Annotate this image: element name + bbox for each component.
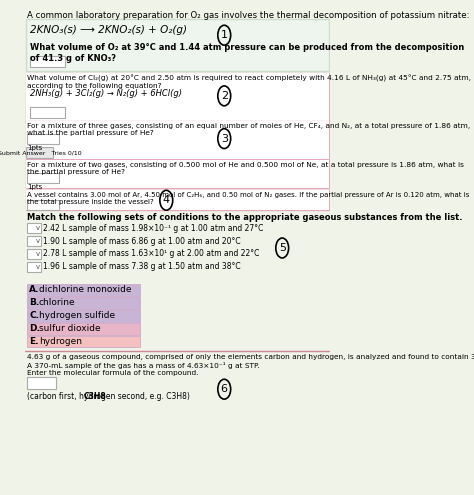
Text: 1.96 L sample of mass 7.38 g at 1.50 atm and 38°C: 1.96 L sample of mass 7.38 g at 1.50 atm… <box>43 262 240 271</box>
Text: dichlorine monoxide: dichlorine monoxide <box>39 285 131 294</box>
Text: 6: 6 <box>221 384 228 394</box>
Text: 2KNO₃(s) ⟶ 2KNO₂(s) + O₂(g): 2KNO₃(s) ⟶ 2KNO₂(s) + O₂(g) <box>30 25 187 35</box>
FancyBboxPatch shape <box>26 19 328 71</box>
FancyBboxPatch shape <box>27 262 41 272</box>
Text: A.: A. <box>29 285 40 294</box>
Text: E.: E. <box>29 337 38 346</box>
FancyBboxPatch shape <box>27 134 59 144</box>
Text: For a mixture of three gases, consisting of an equal number of moles of He, CF₄,: For a mixture of three gases, consisting… <box>27 123 470 136</box>
Text: sulfur dioxide: sulfur dioxide <box>39 324 100 333</box>
Text: v: v <box>36 238 40 244</box>
Text: Submit Answer   Tries 0/10: Submit Answer Tries 0/10 <box>0 150 82 155</box>
FancyBboxPatch shape <box>27 148 54 158</box>
Text: C.: C. <box>29 311 39 320</box>
Text: 3: 3 <box>221 134 228 144</box>
FancyBboxPatch shape <box>30 56 65 67</box>
Text: What volume of Cl₂(g) at 20°C and 2.50 atm is required to react completely with : What volume of Cl₂(g) at 20°C and 2.50 a… <box>27 75 471 89</box>
FancyBboxPatch shape <box>26 121 328 158</box>
FancyBboxPatch shape <box>30 107 65 118</box>
Text: C3H8: C3H8 <box>83 392 106 401</box>
Text: 2NH₃(g) + 3Cl₂(g) → N₂(g) + 6HCl(g): 2NH₃(g) + 3Cl₂(g) → N₂(g) + 6HCl(g) <box>30 89 182 98</box>
Text: A vessel contains 3.00 mol of Ar, 4.50 mol of C₂H₆, and 0.50 mol of N₂ gases. If: A vessel contains 3.00 mol of Ar, 4.50 m… <box>27 193 470 205</box>
Text: A common laboratory preparation for O₂ gas involves the thermal decomposition of: A common laboratory preparation for O₂ g… <box>27 11 470 20</box>
FancyBboxPatch shape <box>27 377 56 389</box>
Text: What volume of O₂ at 39°C and 1.44 atm pressure can be produced from the decompo: What volume of O₂ at 39°C and 1.44 atm p… <box>30 43 464 62</box>
FancyBboxPatch shape <box>26 73 328 123</box>
Text: hydrogen sulfide: hydrogen sulfide <box>39 311 115 320</box>
FancyBboxPatch shape <box>27 336 140 347</box>
FancyBboxPatch shape <box>27 249 41 259</box>
FancyBboxPatch shape <box>27 323 140 335</box>
Text: For a mixture of two gases, consisting of 0.500 mol of He and 0.500 mol of Ne, a: For a mixture of two gases, consisting o… <box>27 162 464 176</box>
FancyBboxPatch shape <box>27 173 59 183</box>
Text: 4.63 g of a gaseous compound, comprised of only the elements carbon and hydrogen: 4.63 g of a gaseous compound, comprised … <box>27 354 474 360</box>
FancyBboxPatch shape <box>27 223 41 233</box>
FancyBboxPatch shape <box>27 310 140 322</box>
Text: 4: 4 <box>163 195 170 205</box>
Text: (carbon first, hydrogen second, e.g. C3H8): (carbon first, hydrogen second, e.g. C3H… <box>27 392 190 401</box>
FancyBboxPatch shape <box>26 160 328 188</box>
Text: 2.42 L sample of mass 1.98×10⁻¹ g at 1.00 atm and 27°C: 2.42 L sample of mass 1.98×10⁻¹ g at 1.0… <box>43 224 263 233</box>
Text: v: v <box>36 264 40 270</box>
Text: 1pts: 1pts <box>27 145 43 150</box>
FancyBboxPatch shape <box>26 190 328 210</box>
Text: v: v <box>36 251 40 257</box>
FancyBboxPatch shape <box>27 236 41 246</box>
Text: Enter the molecular formula of the compound.: Enter the molecular formula of the compo… <box>27 370 199 376</box>
Text: 1: 1 <box>221 30 228 40</box>
Text: chlorine: chlorine <box>39 298 75 307</box>
Text: hydrogen: hydrogen <box>39 337 82 346</box>
Text: v: v <box>36 225 40 231</box>
FancyBboxPatch shape <box>27 284 140 296</box>
FancyBboxPatch shape <box>27 200 59 210</box>
Text: A 370-mL sample of the gas has a mass of 4.63×10⁻¹ g at STP.: A 370-mL sample of the gas has a mass of… <box>27 362 260 369</box>
Text: D.: D. <box>29 324 40 333</box>
Text: 5: 5 <box>279 243 286 253</box>
Text: 1pts: 1pts <box>27 184 43 191</box>
Text: 1.90 L sample of mass 6.86 g at 1.00 atm and 20°C: 1.90 L sample of mass 6.86 g at 1.00 atm… <box>43 237 240 246</box>
FancyBboxPatch shape <box>27 297 140 309</box>
Text: B.: B. <box>29 298 39 307</box>
Text: Match the following sets of conditions to the appropriate gaseous substances fro: Match the following sets of conditions t… <box>27 213 463 222</box>
Text: 2.78 L sample of mass 1.63×10¹ g at 2.00 atm and 22°C: 2.78 L sample of mass 1.63×10¹ g at 2.00… <box>43 249 259 258</box>
Text: 2: 2 <box>221 91 228 101</box>
